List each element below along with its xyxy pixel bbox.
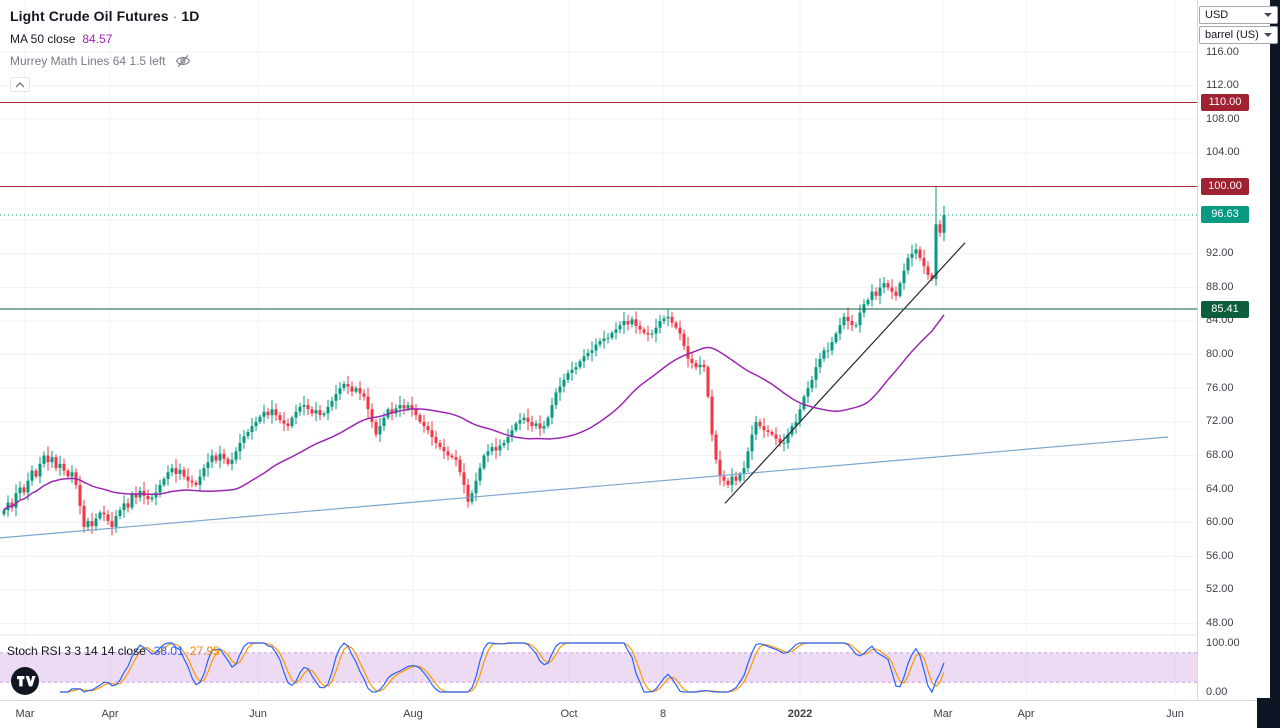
stoch-k-value: 38.01 xyxy=(153,644,184,658)
chevron-down-icon xyxy=(1264,13,1272,17)
time-axis[interactable]: Mar Apr Jun Aug Oct 8 2022 Mar Apr Jun xyxy=(0,700,1280,728)
price-tick: 68.00 xyxy=(1206,448,1234,461)
timeframe-label: 1D xyxy=(181,8,200,24)
stoch-tick: 0.00 xyxy=(1206,685,1228,698)
price-tick: 88.00 xyxy=(1206,280,1234,293)
price-badge: 96.63 xyxy=(1201,206,1249,224)
title-separator: · xyxy=(172,8,178,24)
stoch-rsi-legend[interactable]: Stoch RSI 3 3 14 14 close 38.01 27.95 xyxy=(7,644,220,658)
time-tick: Oct xyxy=(560,708,578,720)
price-tick: 52.00 xyxy=(1206,583,1234,596)
currency-select[interactable]: USD xyxy=(1199,6,1278,24)
price-badge: 85.41 xyxy=(1201,300,1249,318)
price-tick: 112.00 xyxy=(1206,79,1239,92)
murrey-label: Murrey Math Lines 64 1.5 left xyxy=(10,54,166,68)
time-tick: 8 xyxy=(659,708,667,720)
axis-unit-controls: USD barrel (US) xyxy=(1199,6,1278,46)
time-tick: Apr xyxy=(101,708,119,720)
price-tick: 60.00 xyxy=(1206,516,1234,529)
time-tick: Jun xyxy=(1166,708,1184,720)
ma-label: MA 50 close xyxy=(10,32,76,46)
murrey-indicator-row[interactable]: Murrey Math Lines 64 1.5 left xyxy=(10,53,200,69)
time-tick: Aug xyxy=(403,708,423,720)
price-badge: 100.00 xyxy=(1201,177,1249,195)
tradingview-logo[interactable] xyxy=(10,666,40,696)
tradingview-logo-icon xyxy=(11,667,39,695)
price-badge: 110.00 xyxy=(1201,93,1249,111)
time-tick: Mar xyxy=(15,708,35,720)
price-tick: 64.00 xyxy=(1206,482,1234,495)
ma-indicator-row[interactable]: MA 50 close 84.57 xyxy=(10,32,200,46)
price-tick: 108.00 xyxy=(1206,112,1240,125)
price-tick: 56.00 xyxy=(1206,549,1234,562)
ma-value: 84.57 xyxy=(82,32,113,46)
currency-value: USD xyxy=(1205,9,1229,21)
symbol-name: Light Crude Oil Futures xyxy=(10,8,169,24)
stoch-d-value: 27.95 xyxy=(189,644,220,658)
window-corner-block xyxy=(1257,698,1280,728)
time-tick: Jun xyxy=(249,708,267,720)
price-axis[interactable]: 116.00 112.00 108.00 104.00 92.00 88.00 84.00 8… xyxy=(1197,0,1270,700)
price-tick: 76.00 xyxy=(1206,381,1234,394)
price-tick: 72.00 xyxy=(1206,415,1234,428)
stoch-tick: 100.00 xyxy=(1206,636,1240,649)
symbol-title[interactable]: Light Crude Oil Futures · 1D xyxy=(10,8,200,24)
price-tick: 48.00 xyxy=(1206,617,1234,630)
time-tick: Apr xyxy=(1017,708,1035,720)
unit-select[interactable]: barrel (US) xyxy=(1199,26,1278,44)
time-tick: 2022 xyxy=(787,708,813,720)
price-tick: 116.00 xyxy=(1206,45,1239,58)
chart-legend: Light Crude Oil Futures · 1D MA 50 close 84… xyxy=(10,8,200,92)
unit-value: barrel (US) xyxy=(1205,29,1259,41)
main-chart[interactable] xyxy=(0,0,1197,699)
price-tick: 92.00 xyxy=(1206,247,1234,260)
time-tick: Mar xyxy=(933,708,953,720)
window-edge-strip xyxy=(1270,0,1280,728)
eye-off-icon[interactable] xyxy=(175,53,191,69)
collapse-legend-button[interactable] xyxy=(10,77,30,92)
chevron-up-icon xyxy=(15,81,25,87)
stoch-rsi-label: Stoch RSI 3 3 14 14 close xyxy=(7,644,146,658)
price-tick: 80.00 xyxy=(1206,348,1234,361)
price-tick: 104.00 xyxy=(1206,146,1240,159)
chevron-down-icon xyxy=(1264,33,1272,37)
